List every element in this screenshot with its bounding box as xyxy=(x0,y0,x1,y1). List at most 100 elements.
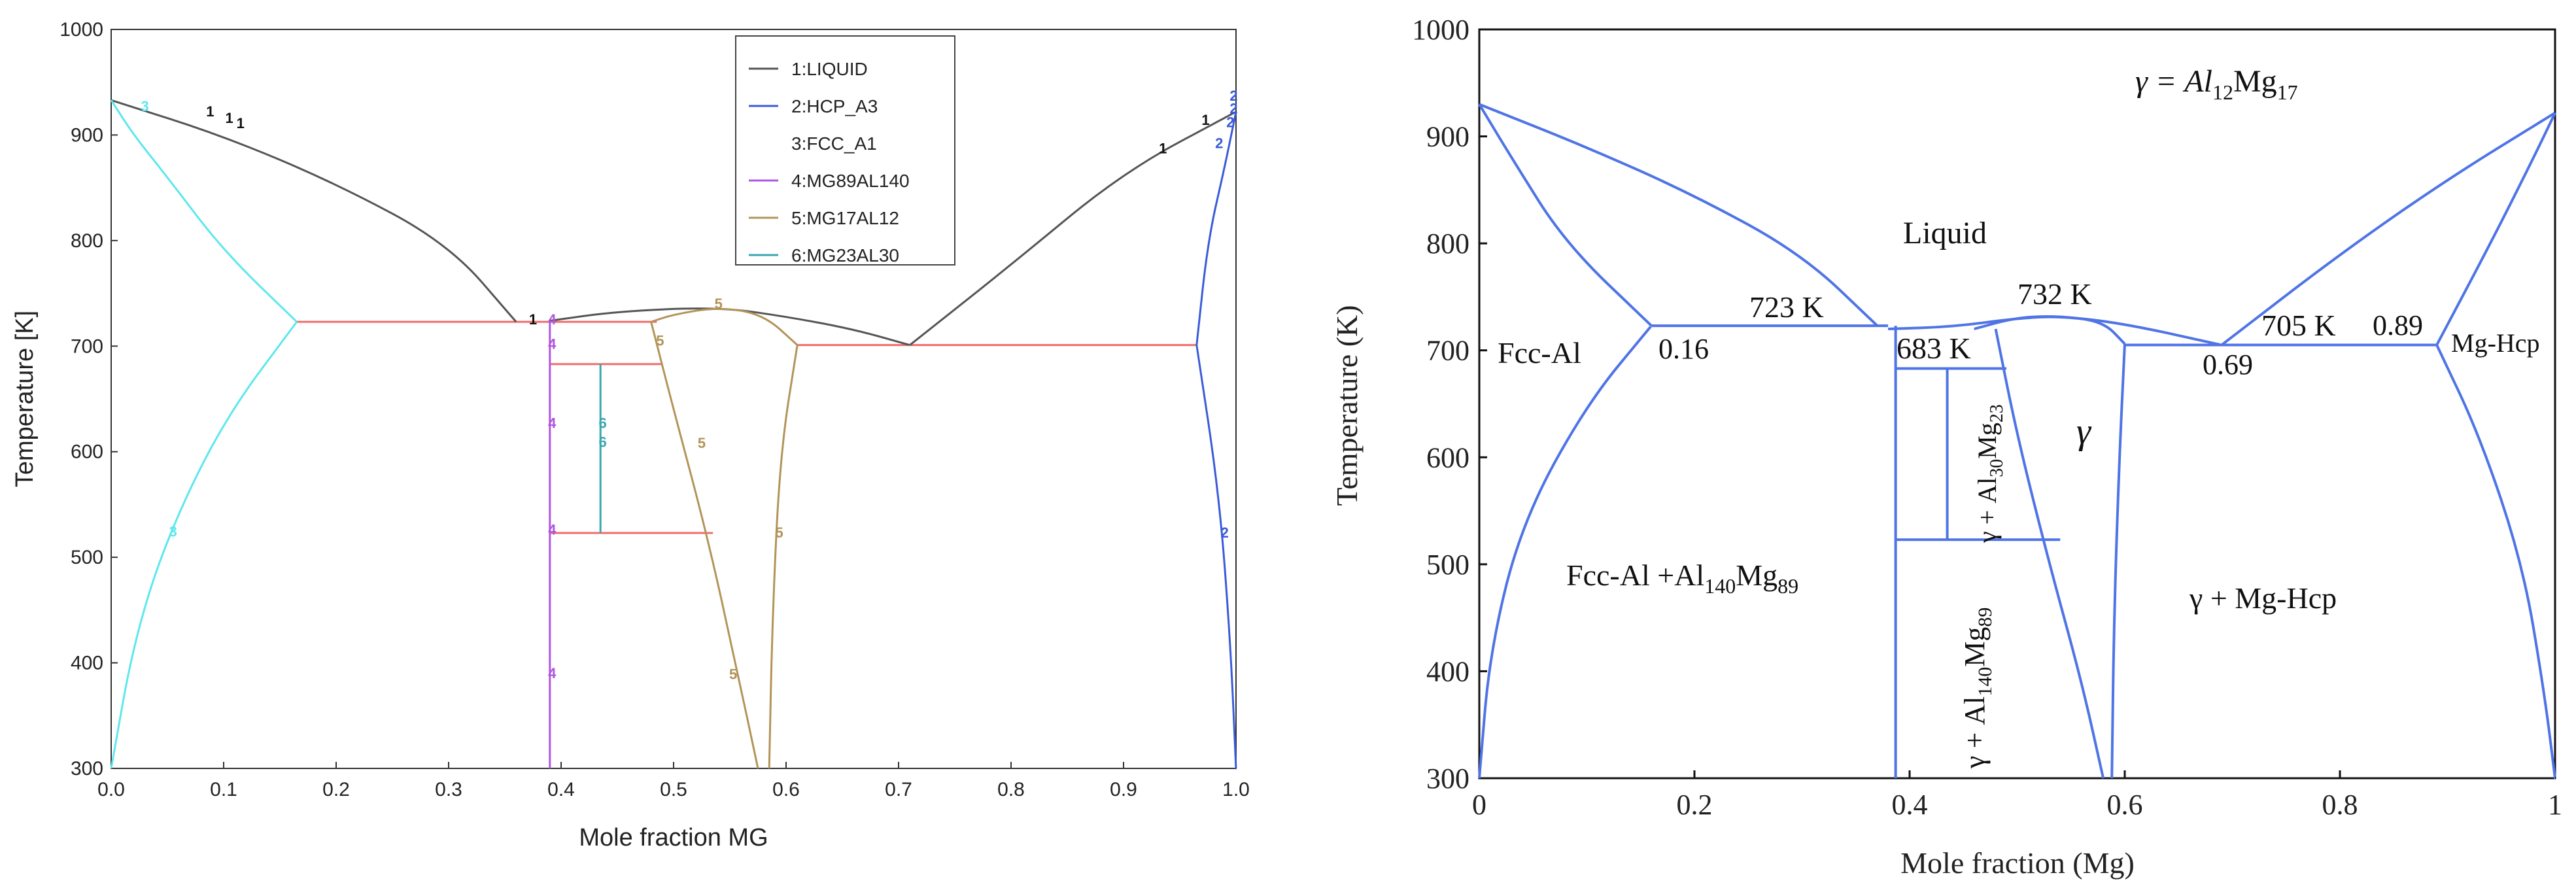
gamma-right xyxy=(768,345,799,769)
x-tick-label: 0.6 xyxy=(772,779,800,800)
curve-number-label: 3 xyxy=(169,524,177,540)
y-tick-label: 600 xyxy=(71,441,103,463)
curve-number-label: 1 xyxy=(1201,112,1209,128)
label-723k: 723 K xyxy=(1749,290,1824,324)
left-x-axis-label: Mole fraction MG xyxy=(579,824,768,851)
y-tick-label: 900 xyxy=(1426,121,1469,153)
y-tick-label: 300 xyxy=(71,758,103,780)
x-tick-label: 1 xyxy=(2548,789,2562,821)
label-gamma-mg-hcp: γ + Mg-Hcp xyxy=(2189,581,2337,615)
label-705k: 705 K xyxy=(2261,309,2336,342)
curve-number-label: 4 xyxy=(548,335,557,352)
left-y-axis-label: Temperature [K] xyxy=(11,311,39,487)
label-089: 0.89 xyxy=(2373,309,2423,341)
legend-entry: 1:LIQUID xyxy=(791,59,868,79)
curve-number-label: 6 xyxy=(599,434,607,450)
x-tick-label: 0.7 xyxy=(885,779,912,800)
liquidus-left xyxy=(111,99,517,323)
label-mg-hcp: Mg-Hcp xyxy=(2451,328,2540,358)
x-tick-label: 0 xyxy=(1472,789,1486,821)
gamma-definition: γ = Al12Mg17 xyxy=(2135,64,2298,104)
curve-number-label: 2 xyxy=(1226,114,1234,130)
label-gamma-al140mg89: γ + Al140Mg89 xyxy=(1959,608,1996,769)
x-tick-label: 0.1 xyxy=(210,779,237,800)
gamma-top xyxy=(651,307,799,346)
y-tick-label: 400 xyxy=(1426,655,1469,687)
curve-number-label: 1 xyxy=(529,311,537,328)
curve-number-label: 1 xyxy=(237,115,245,131)
label-732k: 732 K xyxy=(2018,277,2092,311)
label-069: 0.69 xyxy=(2203,349,2253,381)
label-fcc-al: Fcc-Al xyxy=(1498,336,1581,369)
label-683k: 683 K xyxy=(1897,332,1971,365)
y-tick-label: 300 xyxy=(1426,763,1469,795)
legend-entry: 6:MG23AL30 xyxy=(791,245,899,266)
legend-entry: 3:FCC_A1 xyxy=(791,133,877,154)
x-tick-label: 0.2 xyxy=(322,779,350,800)
y-tick-label: 800 xyxy=(1426,228,1469,260)
hcp-solidus xyxy=(2435,112,2556,346)
gamma-right xyxy=(2110,343,2126,779)
curve-number-label: 2 xyxy=(1221,524,1229,541)
liquidus-right xyxy=(2220,111,2556,347)
right-y-axis-label: Temperature (K) xyxy=(1330,305,1364,506)
x-tick-label: 0.4 xyxy=(547,779,575,800)
fcc-solidus xyxy=(1478,103,1653,327)
curve-number-label: 6 xyxy=(599,415,607,431)
x-tick-label: 0.5 xyxy=(660,779,687,800)
curve-number-label: 1 xyxy=(206,103,214,120)
y-tick-label: 500 xyxy=(71,547,103,568)
curve-number-label: 1 xyxy=(1159,141,1167,157)
legend-box xyxy=(735,35,955,266)
hcp-solidus xyxy=(1195,111,1237,345)
curve-number-label: 4 xyxy=(548,415,557,431)
curve-number-label: 5 xyxy=(729,666,737,683)
left-axis-ticks: 0.0 0.1 0.2 0.3 0.4 0.5 0.6 0.7 0.8 0.9 1.0 300 400 5… xyxy=(60,19,1250,800)
liquidus-middle xyxy=(549,307,910,347)
label-liquid: Liquid xyxy=(1903,216,1987,250)
x-tick-label: 0.8 xyxy=(2322,789,2358,821)
y-tick-label: 600 xyxy=(1426,441,1469,473)
left-plot-frame xyxy=(111,29,1237,769)
gamma-top xyxy=(1974,315,2126,345)
x-tick-label: 0.3 xyxy=(435,779,462,800)
x-tick-label: 0.0 xyxy=(97,779,125,800)
x-tick-label: 0.4 xyxy=(1892,789,1928,821)
hcp-solvus xyxy=(2435,344,2556,779)
label-016: 0.16 xyxy=(1658,333,1709,365)
legend-entry: 5:MG17AL12 xyxy=(791,208,899,228)
label-gamma: γ xyxy=(2076,411,2092,452)
curve-number-label: 4 xyxy=(548,521,557,538)
legend-entry: 4:MG89AL140 xyxy=(791,171,910,191)
right-axis-ticks: 0 0.2 0.4 0.6 0.8 1 300 400 500 600 700 800 900 1000 xyxy=(1412,14,2562,821)
x-tick-label: 1.0 xyxy=(1222,779,1250,800)
x-tick-label: 0.9 xyxy=(1110,779,1137,800)
left-curves xyxy=(110,99,1237,769)
curve-number-label: 2 xyxy=(1215,135,1223,152)
curve-number-label: 5 xyxy=(715,296,723,312)
gamma-left xyxy=(1994,328,2105,779)
curve-number-label: 2 xyxy=(1229,100,1237,116)
y-tick-label: 400 xyxy=(71,653,103,674)
y-tick-label: 1000 xyxy=(1412,14,1469,46)
curve-number-label: 2 xyxy=(1229,88,1237,104)
curve-number-label: 5 xyxy=(698,435,706,451)
x-tick-label: 0.2 xyxy=(1677,789,1713,821)
right-phase-diagram: 0 0.2 0.4 0.6 0.8 13004005006007008009001000 … xyxy=(1330,14,2562,880)
x-tick-label: 0.8 xyxy=(997,779,1025,800)
x-tick-label: 0.6 xyxy=(2107,789,2143,821)
left-legend: 1:LIQUID 2:HCP_A3 3:FCC_A1 4:MG89AL140 5:MG1… xyxy=(735,35,955,266)
fcc-solvus xyxy=(1478,324,1653,779)
y-tick-label: 1000 xyxy=(60,19,103,41)
right-x-axis-label: Mole fraction (Mg) xyxy=(1900,846,2135,880)
liquidus-left xyxy=(1479,103,1879,327)
legend-entry: 2:HCP_A3 xyxy=(791,96,878,116)
curve-number-label: 3 xyxy=(141,98,148,114)
curve-number-label: 4 xyxy=(548,665,557,681)
y-tick-label: 800 xyxy=(71,230,103,252)
fcc-solidus xyxy=(110,99,298,323)
curve-number-label: 5 xyxy=(776,524,783,541)
liquidus-right xyxy=(909,111,1237,346)
